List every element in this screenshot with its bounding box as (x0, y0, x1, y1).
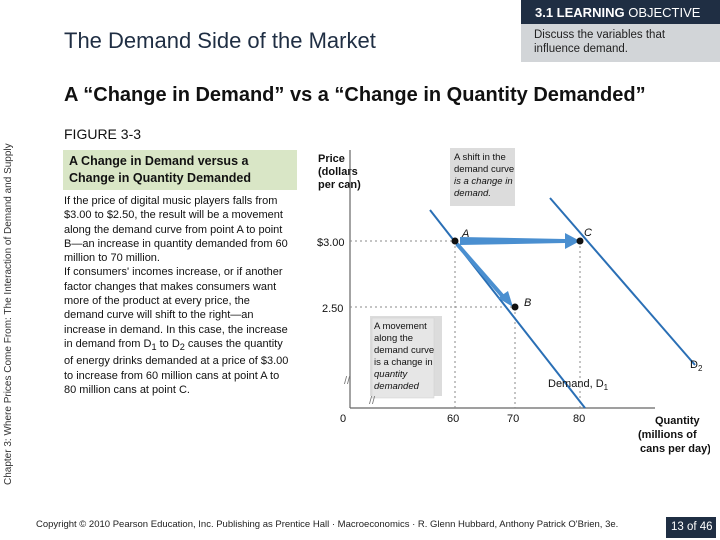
x-axis-label-2: (millions of (638, 429, 697, 441)
p2-part-1: If consumers' incomes increase, or if an… (64, 266, 288, 350)
p2-sub-2: 2 (179, 342, 185, 353)
callout-movement-text: A movement along the demand curve is a c… (374, 321, 437, 392)
chapter-side-text: Chapter 3: Where Prices Come From: The I… (3, 143, 14, 485)
figure-caption: A Change in Demand versus a Change in Qu… (69, 153, 251, 187)
learning-objective-box: 3.1 LEARNING OBJECTIVE Discuss the varia… (521, 0, 720, 62)
y-tick-250: 2.50 (322, 303, 343, 315)
y-tick-300: $3.00 (317, 237, 345, 249)
callout-movement-box (371, 317, 435, 399)
p2-sub-1: 1 (151, 342, 157, 353)
y-axis-label-2: (dollars (318, 166, 358, 178)
x-tick-70: 70 (507, 413, 519, 425)
x-tick-80: 80 (573, 413, 585, 425)
callout-shift-text: A shift in the demand curve is a change … (454, 152, 517, 199)
p2-part-3: causes the quantity of energy drinks dem… (64, 337, 289, 397)
page-number: 13 of 46 (666, 517, 716, 538)
curve-label-d1: Demand, D1 (548, 378, 609, 392)
movement-arrow-shaft (455, 242, 508, 302)
slide-subtitle: A “Change in Demand” vs a “Change in Qua… (64, 84, 646, 106)
slide-title: The Demand Side of the Market (64, 28, 376, 53)
y-axis-label-1: Price (318, 153, 345, 165)
shift-arrow (460, 233, 580, 249)
objective-text: Discuss the variables that influence dem… (534, 29, 666, 55)
caption-line-1: A Change in Demand versus a (69, 154, 249, 168)
figure-label: FIGURE 3-3 (64, 126, 142, 142)
y-tick-0: 0 (340, 413, 346, 425)
learning-objective-header: 3.1 LEARNING OBJECTIVE (521, 0, 720, 24)
point-a-label: A (461, 228, 469, 240)
footer-copyright: Copyright © 2010 Pearson Education, Inc.… (36, 519, 619, 530)
description-paragraph-2: If consumers' incomes increase, or if an… (64, 265, 292, 397)
x-axis-label-3: cans per day) (640, 443, 710, 455)
point-b (511, 303, 519, 311)
movement-arrow-head (498, 291, 513, 307)
point-c (576, 237, 584, 245)
demand-chart: Price (dollars per can) A B C $3.00 2.50… (317, 148, 710, 455)
x-axis-label-1: Quantity (655, 415, 700, 427)
point-b-label: B (524, 297, 531, 309)
point-a (451, 237, 459, 245)
y-axis-break-mark: // (344, 375, 351, 387)
description-paragraph-1: If the price of digital music players fa… (64, 195, 288, 265)
caption-line-2: Change in Quantity Demanded (69, 171, 251, 185)
y-axis-label-3: per can) (318, 179, 361, 191)
p2-part-2: to D (156, 337, 180, 350)
callout-shift-box (450, 148, 515, 206)
x-tick-60: 60 (447, 413, 459, 425)
figure-description: If the price of digital music players fa… (64, 194, 292, 397)
demand-curve-d2 (549, 197, 696, 366)
x-axis-break-mark: // (369, 395, 376, 407)
objective-label-bold: 3.1 LEARNING (535, 5, 625, 20)
curve-label-d2: D2 (690, 359, 703, 373)
point-c-label: C (584, 227, 592, 239)
objective-label-rest: OBJECTIVE (628, 5, 701, 20)
figure-caption-box: A Change in Demand versus a Change in Qu… (63, 150, 297, 190)
